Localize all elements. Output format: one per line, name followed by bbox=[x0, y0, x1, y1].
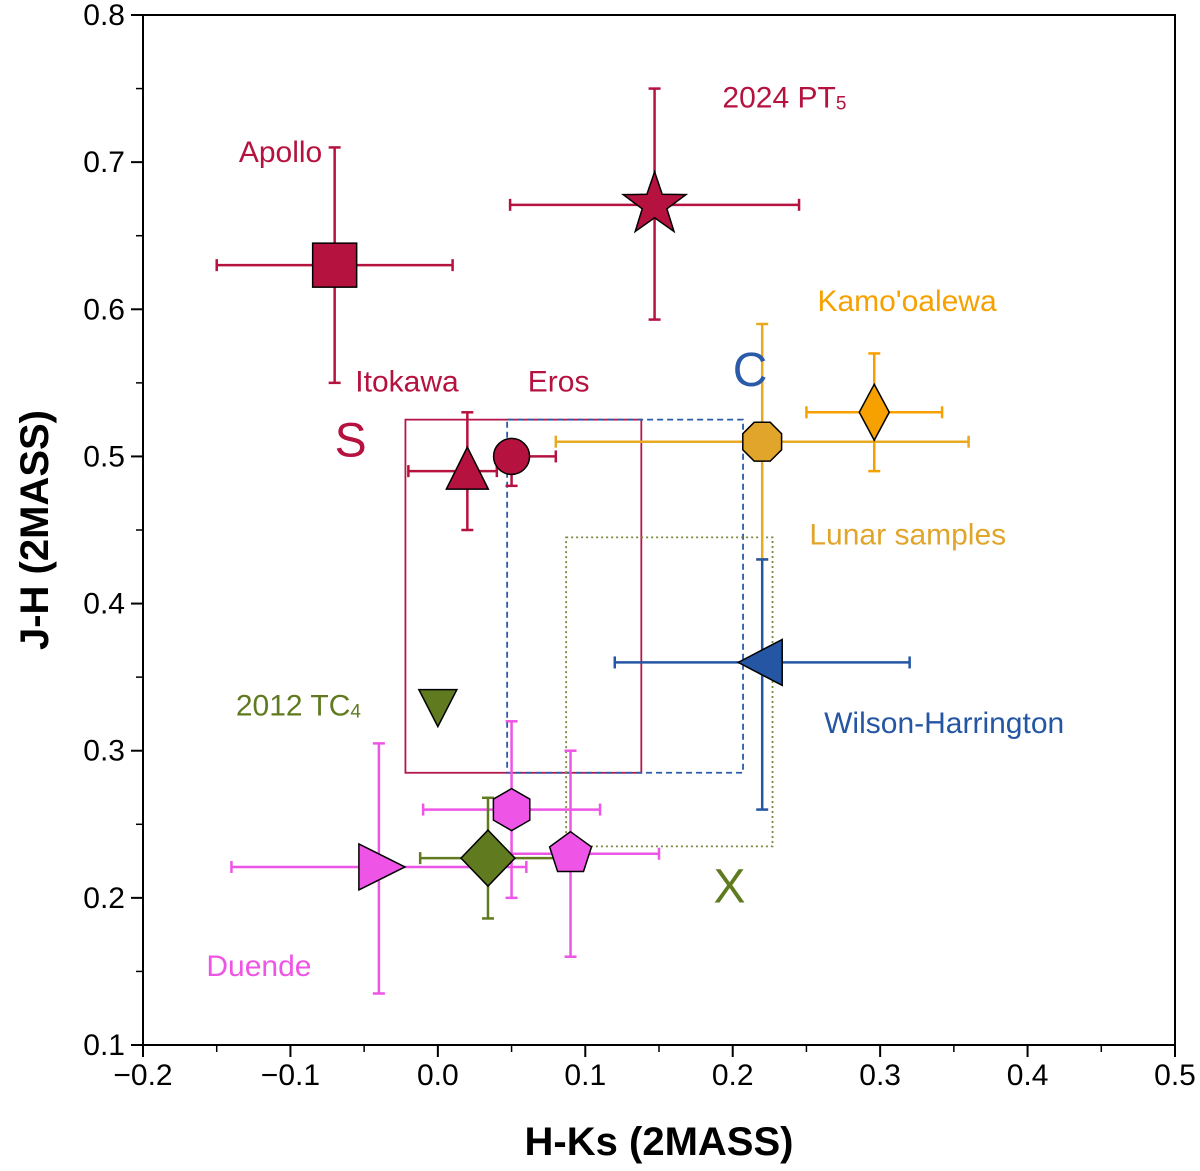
x-tick-label: 0.5 bbox=[1154, 1059, 1196, 1092]
marker-itokawa bbox=[445, 445, 490, 490]
marker-tc4 bbox=[417, 688, 459, 729]
marker-kamooalewa bbox=[858, 382, 891, 442]
y-tick-label: 0.2 bbox=[83, 882, 125, 915]
region-box-x bbox=[565, 536, 774, 848]
kamooalewa-label: Kamo'oalewa bbox=[817, 285, 996, 318]
lunar-label: Lunar samples bbox=[809, 519, 1006, 552]
y-axis-ticks: 0.1 0.2 0.3 0.4 0.5 0.6 0.7 0.8 bbox=[83, 0, 143, 1062]
x-tick-label: 0.3 bbox=[859, 1059, 901, 1092]
pt5-label-subscript: 5 bbox=[836, 94, 847, 115]
marker-x_diamond bbox=[459, 829, 517, 888]
x-tick-label: −0.2 bbox=[113, 1059, 172, 1092]
y-tick-label: 0.3 bbox=[83, 735, 125, 768]
x-label: X bbox=[714, 860, 746, 913]
y-tick-label: 0.5 bbox=[83, 440, 125, 473]
region-boxes bbox=[404, 418, 774, 848]
marker-wh bbox=[736, 638, 783, 687]
c-label: C bbox=[733, 344, 768, 397]
marker-duende_tri bbox=[358, 842, 407, 892]
s-label: S bbox=[335, 414, 367, 467]
data-markers bbox=[311, 169, 891, 892]
error-bars bbox=[215, 87, 970, 995]
x-axis-title: H-Ks (2MASS) bbox=[525, 1120, 794, 1164]
marker-pt5 bbox=[620, 169, 689, 234]
itokawa-label: Itokawa bbox=[355, 366, 459, 399]
x-axis-ticks: −0.2 −0.1 0.0 0.1 0.2 0.3 0.4 0.5 bbox=[113, 1045, 1196, 1092]
y-tick-label: 0.4 bbox=[83, 588, 125, 621]
tc4-label-subscript: 4 bbox=[350, 701, 361, 722]
marker-eros bbox=[492, 437, 531, 476]
y-axis-title: J-H (2MASS) bbox=[13, 410, 57, 650]
x-tick-label: 0.1 bbox=[564, 1059, 606, 1092]
y-tick-label: 0.8 bbox=[83, 0, 125, 32]
region-box-c bbox=[506, 418, 744, 774]
apollo-label: Apollo bbox=[239, 136, 322, 169]
y-tick-label: 0.1 bbox=[83, 1029, 125, 1062]
annotations: Apollo 2024 PT5 Itokawa Eros S C Kamo'oalewa Lu… bbox=[206, 82, 1064, 983]
region-box-s bbox=[404, 418, 643, 774]
marker-duende_hex bbox=[492, 787, 531, 832]
tc4-label: 2012 TC4 bbox=[236, 689, 362, 722]
x-tick-label: 0.0 bbox=[417, 1059, 459, 1092]
wh-label: Wilson-Harrington bbox=[824, 707, 1064, 740]
x-tick-label: −0.1 bbox=[261, 1059, 320, 1092]
plot-frame bbox=[142, 14, 1176, 1046]
x-tick-label: 0.2 bbox=[712, 1059, 754, 1092]
marker-apollo bbox=[311, 242, 358, 288]
pt5-label: 2024 PT5 bbox=[722, 82, 846, 115]
eros-label: Eros bbox=[528, 366, 590, 399]
x-tick-label: 0.4 bbox=[1007, 1059, 1049, 1092]
y-tick-label: 0.6 bbox=[83, 293, 125, 326]
y-tick-label: 0.7 bbox=[83, 146, 125, 179]
duende-label: Duende bbox=[206, 950, 311, 983]
marker-duende_pent bbox=[548, 830, 593, 873]
marker-lunar bbox=[742, 421, 783, 462]
